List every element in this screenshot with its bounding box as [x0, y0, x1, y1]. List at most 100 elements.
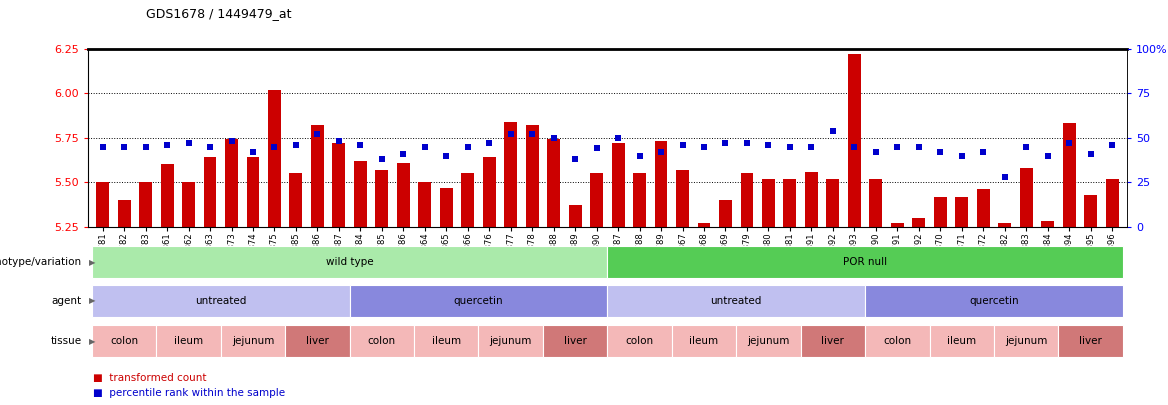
- Text: tissue: tissue: [50, 336, 82, 346]
- Text: ileum: ileum: [432, 336, 461, 346]
- Bar: [607, 285, 865, 317]
- Text: genotype/variation: genotype/variation: [0, 257, 82, 267]
- Text: liver: liver: [306, 336, 329, 346]
- Text: colon: colon: [110, 336, 138, 346]
- Text: colon: colon: [626, 336, 654, 346]
- Bar: [92, 325, 157, 357]
- Bar: [415, 325, 479, 357]
- Bar: [157, 325, 221, 357]
- Bar: [1041, 222, 1054, 227]
- Bar: [994, 325, 1058, 357]
- Bar: [349, 325, 415, 357]
- Bar: [1058, 325, 1122, 357]
- Text: ileum: ileum: [947, 336, 976, 346]
- Bar: [349, 285, 607, 317]
- Bar: [290, 173, 303, 227]
- Bar: [805, 172, 818, 227]
- Bar: [891, 223, 904, 227]
- Text: untreated: untreated: [195, 296, 246, 306]
- Text: liver: liver: [1079, 336, 1103, 346]
- Bar: [161, 164, 174, 227]
- Text: ■  percentile rank within the sample: ■ percentile rank within the sample: [93, 388, 285, 398]
- Bar: [865, 285, 1122, 317]
- Bar: [869, 179, 882, 227]
- Bar: [1084, 195, 1097, 227]
- Bar: [848, 54, 861, 227]
- Bar: [92, 285, 349, 317]
- Bar: [246, 157, 259, 227]
- Bar: [267, 90, 280, 227]
- Bar: [800, 325, 865, 357]
- Text: colon: colon: [368, 336, 396, 346]
- Bar: [482, 157, 495, 227]
- Bar: [92, 246, 607, 278]
- Bar: [118, 200, 131, 227]
- Bar: [672, 325, 736, 357]
- Bar: [976, 190, 989, 227]
- Text: ileum: ileum: [689, 336, 718, 346]
- Text: jejunum: jejunum: [231, 336, 274, 346]
- Bar: [633, 173, 646, 227]
- Bar: [955, 196, 968, 227]
- Bar: [762, 179, 774, 227]
- Bar: [505, 122, 517, 227]
- Bar: [934, 196, 947, 227]
- Bar: [999, 223, 1011, 227]
- Bar: [333, 143, 346, 227]
- Bar: [930, 325, 994, 357]
- Bar: [654, 141, 667, 227]
- Bar: [784, 179, 797, 227]
- Bar: [139, 182, 152, 227]
- Bar: [311, 125, 324, 227]
- Bar: [221, 325, 285, 357]
- Text: ■  transformed count: ■ transformed count: [93, 373, 207, 383]
- Bar: [479, 325, 543, 357]
- Bar: [543, 325, 607, 357]
- Bar: [612, 143, 625, 227]
- Bar: [865, 325, 930, 357]
- Bar: [461, 173, 474, 227]
- Bar: [418, 182, 431, 227]
- Bar: [607, 325, 672, 357]
- Bar: [912, 218, 925, 227]
- Text: agent: agent: [51, 296, 82, 306]
- Text: ▶: ▶: [89, 296, 96, 305]
- Text: liver: liver: [821, 336, 844, 346]
- Bar: [676, 170, 689, 227]
- Bar: [225, 139, 238, 227]
- Bar: [96, 182, 109, 227]
- Text: jejunum: jejunum: [748, 336, 790, 346]
- Bar: [285, 325, 349, 357]
- Text: POR null: POR null: [843, 257, 888, 267]
- Bar: [736, 325, 800, 357]
- Bar: [741, 173, 753, 227]
- Text: liver: liver: [564, 336, 586, 346]
- Bar: [1020, 168, 1033, 227]
- Bar: [1063, 124, 1076, 227]
- Text: ▶: ▶: [89, 258, 96, 267]
- Bar: [590, 173, 603, 227]
- Text: ▶: ▶: [89, 337, 96, 346]
- Bar: [203, 157, 216, 227]
- Text: untreated: untreated: [710, 296, 762, 306]
- Bar: [440, 188, 453, 227]
- Bar: [526, 125, 538, 227]
- Bar: [697, 223, 710, 227]
- Bar: [375, 170, 388, 227]
- Text: ileum: ileum: [174, 336, 203, 346]
- Text: quercetin: quercetin: [453, 296, 503, 306]
- Text: jejunum: jejunum: [489, 336, 531, 346]
- Bar: [182, 182, 195, 227]
- Text: wild type: wild type: [326, 257, 374, 267]
- Bar: [548, 139, 561, 227]
- Bar: [569, 205, 582, 227]
- Text: colon: colon: [883, 336, 911, 346]
- Text: GDS1678 / 1449479_at: GDS1678 / 1449479_at: [146, 7, 292, 20]
- Text: quercetin: quercetin: [969, 296, 1018, 306]
- Bar: [354, 161, 367, 227]
- Bar: [827, 179, 840, 227]
- Bar: [607, 246, 1122, 278]
- Bar: [1106, 179, 1119, 227]
- Bar: [719, 200, 732, 227]
- Bar: [397, 163, 410, 227]
